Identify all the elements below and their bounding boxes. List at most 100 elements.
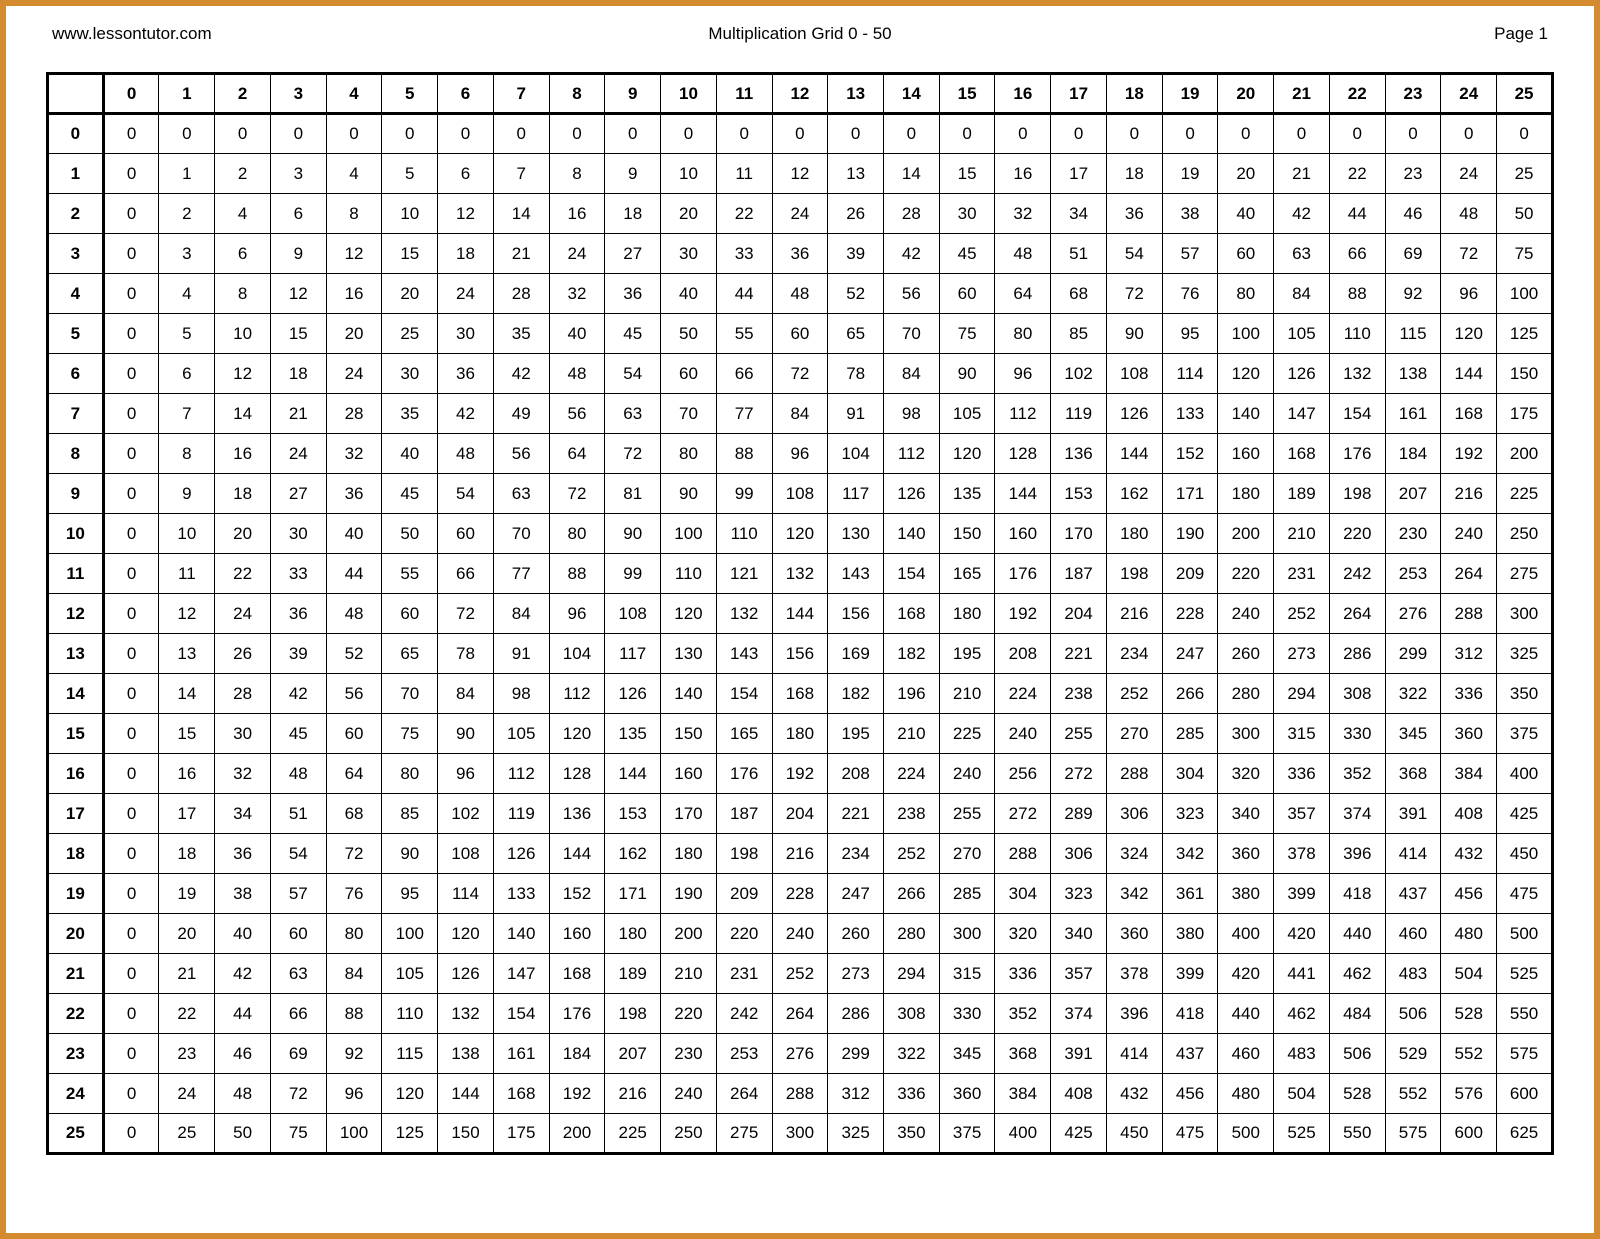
cell: 576: [1441, 1074, 1497, 1114]
cell: 4: [326, 154, 382, 194]
cell: 231: [1274, 554, 1330, 594]
cell: 0: [1441, 114, 1497, 154]
cell: 100: [1497, 274, 1553, 314]
cell: 48: [215, 1074, 271, 1114]
cell: 0: [939, 114, 995, 154]
cell: 345: [1385, 714, 1441, 754]
cell: 180: [605, 914, 661, 954]
cell: 0: [438, 114, 494, 154]
cell: 200: [1218, 514, 1274, 554]
cell: 22: [1329, 154, 1385, 194]
cell: 120: [939, 434, 995, 474]
cell: 75: [270, 1114, 326, 1154]
cell: 76: [1162, 274, 1218, 314]
cell: 0: [382, 114, 438, 154]
cell: 169: [828, 634, 884, 674]
cell: 36: [605, 274, 661, 314]
cell: 13: [159, 634, 215, 674]
cell: 374: [1051, 994, 1107, 1034]
cell: 120: [1441, 314, 1497, 354]
table-row: 6061218243036424854606672788490961021081…: [48, 354, 1553, 394]
cell: 46: [215, 1034, 271, 1074]
cell: 135: [939, 474, 995, 514]
cell: 384: [1441, 754, 1497, 794]
cell: 400: [1218, 914, 1274, 954]
cell: 24: [1441, 154, 1497, 194]
cell: 375: [1497, 714, 1553, 754]
cell: 425: [1497, 794, 1553, 834]
cell: 18: [270, 354, 326, 394]
cell: 36: [270, 594, 326, 634]
row-header: 6: [48, 354, 104, 394]
cell: 105: [493, 714, 549, 754]
cell: 20: [326, 314, 382, 354]
cell: 0: [215, 114, 271, 154]
table-row: 2502550751001251501752002252502753003253…: [48, 1114, 1553, 1154]
cell: 324: [1106, 834, 1162, 874]
cell: 154: [1329, 394, 1385, 434]
cell: 110: [382, 994, 438, 1034]
cell: 225: [1497, 474, 1553, 514]
cell: 275: [1497, 554, 1553, 594]
row-header: 10: [48, 514, 104, 554]
cell: 575: [1497, 1034, 1553, 1074]
cell: 144: [772, 594, 828, 634]
cell: 252: [1106, 674, 1162, 714]
cell: 147: [1274, 394, 1330, 434]
cell: 0: [884, 114, 940, 154]
cell: 208: [828, 754, 884, 794]
cell: 450: [1497, 834, 1553, 874]
cell: 45: [382, 474, 438, 514]
cell: 132: [438, 994, 494, 1034]
cell: 72: [1106, 274, 1162, 314]
cell: 24: [326, 354, 382, 394]
cell: 24: [270, 434, 326, 474]
cell: 70: [382, 674, 438, 714]
cell: 11: [159, 554, 215, 594]
cell: 276: [1385, 594, 1441, 634]
cell: 192: [772, 754, 828, 794]
cell: 91: [493, 634, 549, 674]
cell: 0: [103, 874, 159, 914]
cell: 240: [1441, 514, 1497, 554]
col-header: 4: [326, 74, 382, 114]
cell: 100: [1218, 314, 1274, 354]
cell: 126: [1106, 394, 1162, 434]
cell: 320: [1218, 754, 1274, 794]
table-row: 2302346699211513816118420723025327629932…: [48, 1034, 1553, 1074]
row-header: 11: [48, 554, 104, 594]
cell: 143: [716, 634, 772, 674]
cell: 72: [605, 434, 661, 474]
cell: 0: [103, 1074, 159, 1114]
cell: 306: [1051, 834, 1107, 874]
cell: 176: [716, 754, 772, 794]
cell: 391: [1051, 1034, 1107, 1074]
cell: 69: [270, 1034, 326, 1074]
cell: 323: [1162, 794, 1218, 834]
cell: 7: [159, 394, 215, 434]
cell: 25: [382, 314, 438, 354]
cell: 462: [1329, 954, 1385, 994]
cell: 70: [884, 314, 940, 354]
cell: 33: [270, 554, 326, 594]
cell: 42: [270, 674, 326, 714]
cell: 600: [1441, 1114, 1497, 1154]
row-header: 2: [48, 194, 104, 234]
cell: 414: [1106, 1034, 1162, 1074]
cell: 125: [382, 1114, 438, 1154]
cell: 480: [1218, 1074, 1274, 1114]
cell: 84: [884, 354, 940, 394]
cell: 56: [549, 394, 605, 434]
cell: 240: [1218, 594, 1274, 634]
cell: 90: [382, 834, 438, 874]
cell: 84: [326, 954, 382, 994]
cell: 225: [605, 1114, 661, 1154]
cell: 336: [995, 954, 1051, 994]
cell: 14: [884, 154, 940, 194]
cell: 400: [1497, 754, 1553, 794]
cell: 0: [103, 154, 159, 194]
cell: 288: [1106, 754, 1162, 794]
cell: 253: [716, 1034, 772, 1074]
cell: 56: [884, 274, 940, 314]
cell: 506: [1329, 1034, 1385, 1074]
